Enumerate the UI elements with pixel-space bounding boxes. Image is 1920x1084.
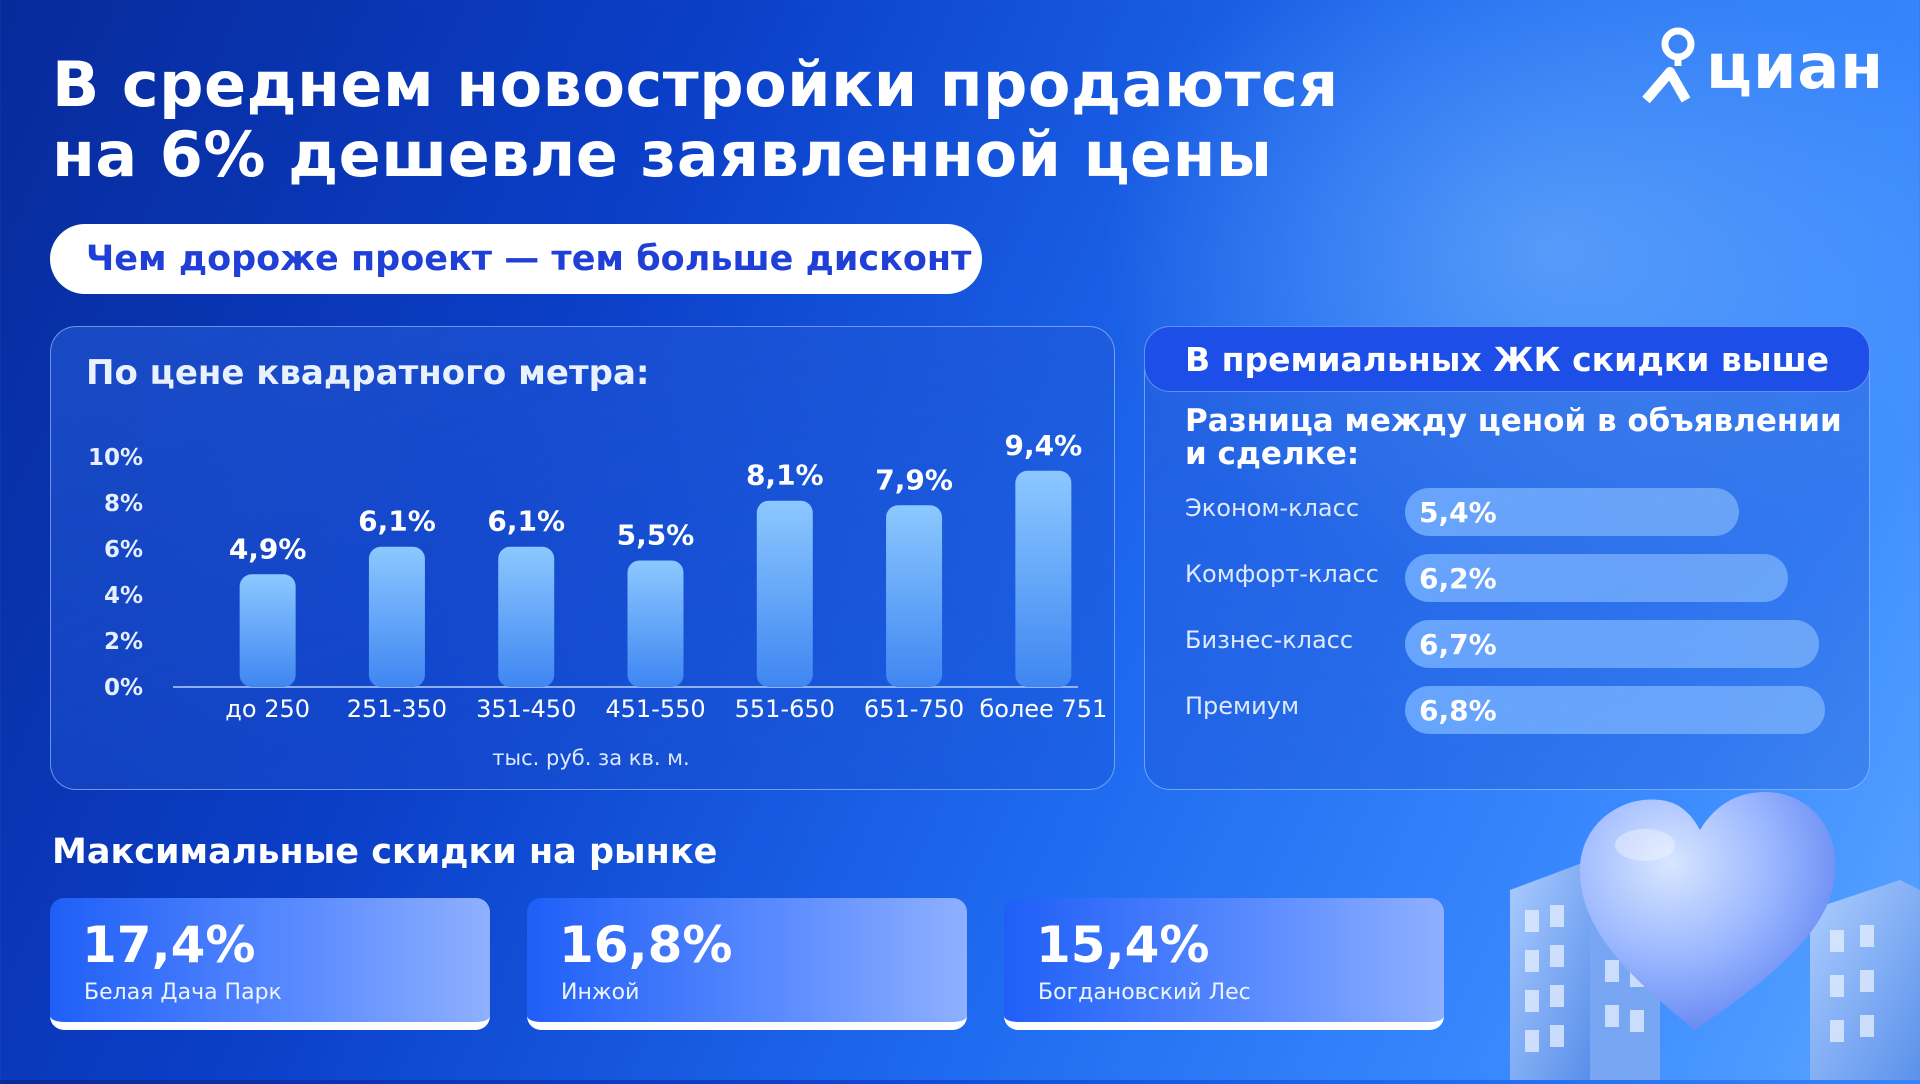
subtitle-pill: Чем дороже проект — тем больше дисконт	[50, 224, 982, 294]
tile-project-name: Белая Дача Парк	[84, 980, 282, 1005]
class-bar	[1405, 488, 1739, 536]
class-discount-card: В премиальных ЖК скидки выше Разница меж…	[1144, 326, 1870, 790]
decor-scene	[1480, 740, 1920, 1080]
bar-value-label: 6,1%	[487, 505, 565, 538]
max-discounts-title: Максимальные скидки на рынке	[52, 832, 718, 872]
x-tick-label: 651-750	[864, 695, 964, 723]
bar-value-label: 5,5%	[617, 519, 695, 552]
bar	[1015, 470, 1072, 687]
class-row: Комфорт-класс 6,2%	[1185, 554, 1845, 602]
headline-line-1: В среднем новостройки продаются	[52, 48, 1339, 121]
bar-value-label: 8,1%	[746, 459, 824, 492]
chart-title: По цене квадратного метра:	[86, 353, 650, 393]
tile-value: 16,8%	[559, 916, 733, 974]
class-label: Эконом-класс	[1185, 494, 1360, 522]
bar-value-label: 7,9%	[875, 463, 953, 496]
class-label: Комфорт-класс	[1185, 560, 1379, 588]
tile-value: 15,4%	[1036, 916, 1210, 974]
bar	[239, 574, 296, 687]
x-tick-label: более 751	[979, 695, 1107, 723]
class-card-subtitle: Разница между ценой в объявлении и сделк…	[1185, 405, 1845, 471]
class-label: Премиум	[1185, 692, 1300, 720]
class-bar	[1405, 686, 1825, 734]
price-bar-chart: 0% 2% 4% 6% 8% 10% 4,9% до 250 6,1% 251-350 6,1% 35…	[88, 429, 1107, 770]
class-value: 6,8%	[1419, 694, 1497, 727]
y-tick-label: 10%	[88, 445, 143, 471]
subtitle-line-2: и сделке:	[1185, 436, 1360, 472]
class-bar	[1405, 620, 1819, 668]
bar	[627, 560, 684, 687]
logo-wordmark: циан	[1706, 30, 1885, 103]
x-tick-label: 551-650	[735, 695, 835, 723]
x-tick-label: до 250	[225, 695, 310, 723]
class-label: Бизнес-класс	[1185, 626, 1354, 654]
bar	[886, 505, 943, 687]
tile-project-name: Инжой	[561, 980, 640, 1005]
headline-line-2: на 6% дешевле заявленной цены	[52, 118, 1273, 191]
cian-logo: циан	[1640, 24, 1883, 114]
y-tick-label: 8%	[104, 491, 143, 517]
class-row: Премиум 6,8%	[1185, 686, 1845, 734]
bar-value-label: 6,1%	[358, 505, 436, 538]
tile-value: 17,4%	[82, 916, 256, 974]
tile-project-name: Богдановский Лес	[1038, 980, 1251, 1005]
x-tick-label: 451-550	[605, 695, 705, 723]
y-tick-label: 6%	[104, 537, 143, 563]
class-card-title: В премиальных ЖК скидки выше	[1144, 326, 1870, 392]
discount-tile: 15,4% Богдановский Лес	[1004, 898, 1444, 1030]
bar	[498, 546, 555, 687]
x-tick-label: 251-350	[347, 695, 447, 723]
price-per-sqm-card: По цене квадратного метра: 0% 2% 4% 6% 8% 10%…	[50, 326, 1115, 790]
discount-tile: 16,8% Инжой	[527, 898, 967, 1030]
subtitle-line-1: Разница между ценой в объявлении	[1185, 403, 1842, 439]
class-value: 5,4%	[1419, 496, 1497, 529]
discount-tile: 17,4% Белая Дача Парк	[50, 898, 490, 1030]
cian-person-pin-icon	[1642, 27, 1695, 104]
class-value: 6,7%	[1419, 628, 1497, 661]
x-axis-label: тыс. руб. за кв. м.	[492, 746, 689, 770]
bar-value-label: 9,4%	[1005, 429, 1083, 462]
y-tick-label: 0%	[104, 675, 143, 701]
page-headline: В среднем новостройки продаются на 6% де…	[52, 50, 1452, 190]
bar	[756, 500, 813, 687]
bar	[368, 546, 425, 687]
y-tick-label: 4%	[104, 583, 143, 609]
heart-icon	[1580, 792, 1836, 1030]
class-bar	[1405, 554, 1788, 602]
x-tick-label: 351-450	[476, 695, 576, 723]
y-tick-label: 2%	[104, 629, 143, 655]
class-row: Эконом-класс 5,4%	[1185, 488, 1845, 536]
class-value: 6,2%	[1419, 562, 1497, 595]
class-row: Бизнес-класс 6,7%	[1185, 620, 1845, 668]
bar-value-label: 4,9%	[229, 532, 307, 565]
